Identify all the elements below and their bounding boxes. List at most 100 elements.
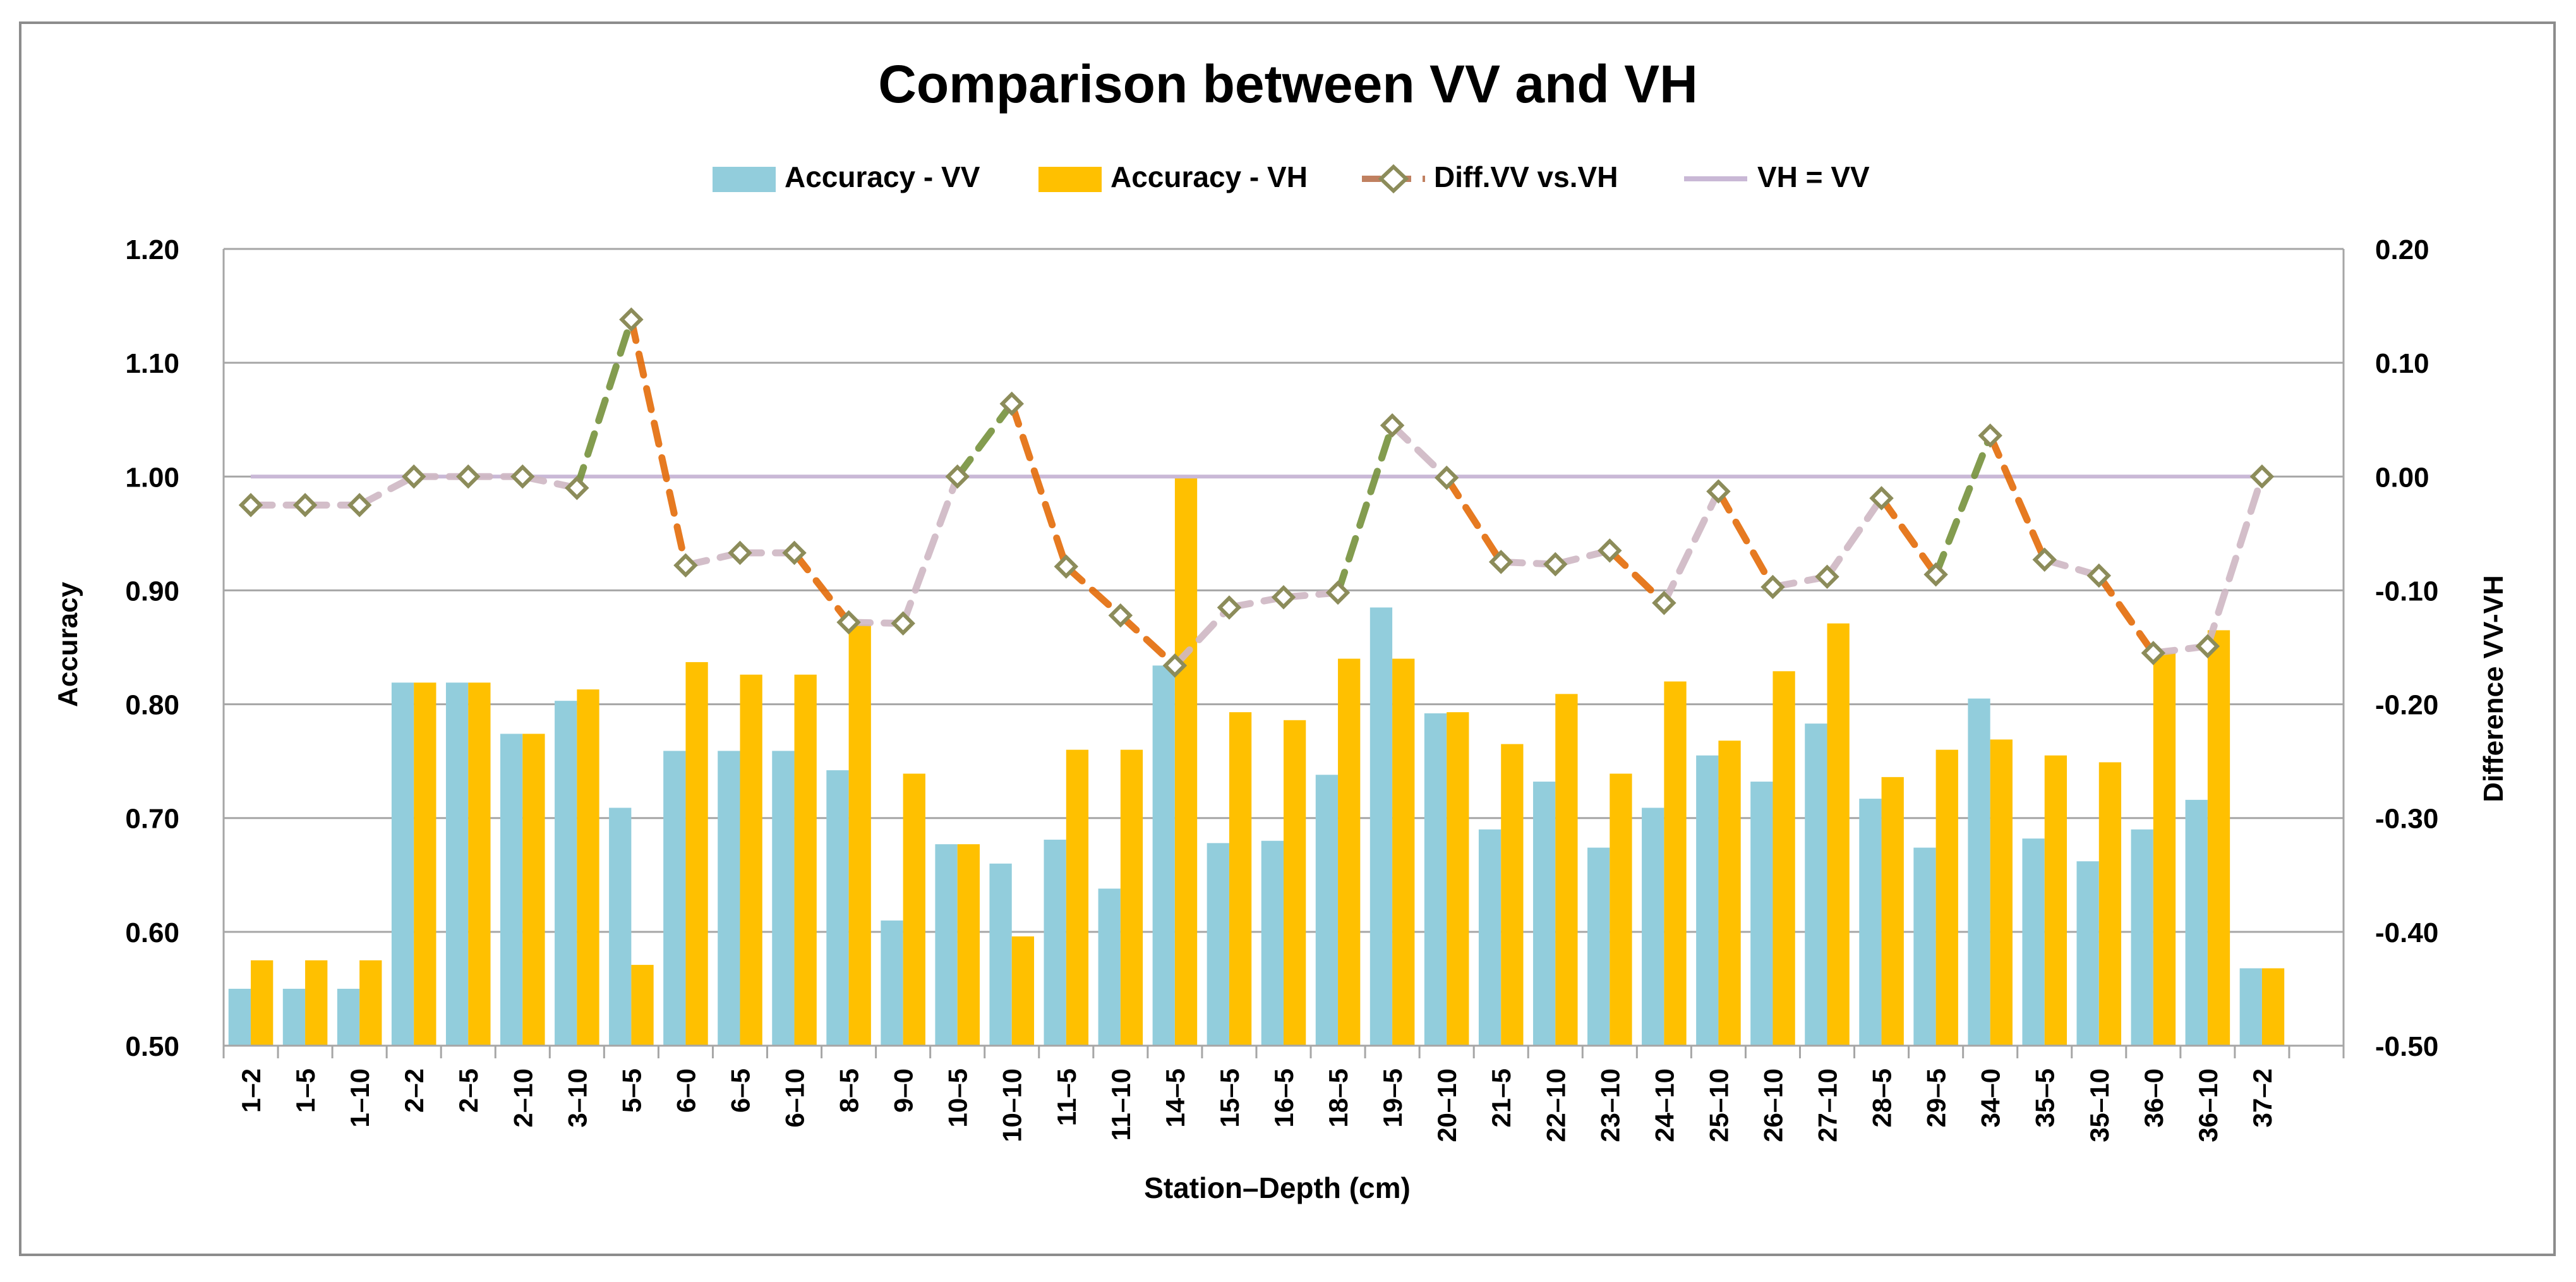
x-tick-label: 11–5: [1052, 1068, 1081, 1126]
x-tick-label: 37–2: [2248, 1068, 2277, 1127]
bar-vv: [500, 734, 523, 1046]
diff-marker: [836, 610, 861, 635]
y-tick-label-right: -0.30: [2375, 804, 2438, 835]
bar-vv: [445, 682, 469, 1046]
diff-marker: [401, 464, 426, 489]
y-tick-label-left: 0.90: [125, 576, 179, 607]
bar-vh: [359, 960, 382, 1046]
diff-line-segment: [1987, 432, 2049, 564]
diff-marker: [945, 464, 970, 489]
x-tick-label: 20–10: [1432, 1068, 1462, 1142]
y-tick-label-left: 0.60: [125, 917, 179, 948]
bar-vh: [848, 624, 871, 1046]
diff-line-segment: [2095, 572, 2157, 657]
bar-vv: [2076, 861, 2099, 1046]
bar-vv: [1424, 713, 1447, 1046]
x-tick-label: 11–10: [1106, 1068, 1136, 1140]
diff-line-segment: [1606, 547, 1668, 607]
x-tick-label: 2–2: [399, 1068, 429, 1113]
bar-vh: [1120, 749, 1143, 1046]
bar-vv: [1805, 723, 1827, 1046]
bar-vh: [1392, 658, 1415, 1046]
bar-vh: [740, 674, 762, 1046]
bar-vh: [1066, 749, 1089, 1046]
x-tick-label: 2–5: [454, 1068, 483, 1113]
x-tick-label: 15–5: [1215, 1068, 1244, 1127]
x-tick-label: 5–5: [617, 1068, 646, 1113]
x-tick-label: 26–10: [1758, 1068, 1788, 1142]
bar-vh: [2044, 755, 2067, 1046]
x-tick-label: 35–10: [2085, 1068, 2114, 1142]
bar-vv: [228, 988, 251, 1046]
bar-vh: [468, 682, 491, 1046]
x-tick-label: 14–5: [1160, 1068, 1190, 1127]
y-axis-left-label: Accuracy: [52, 581, 83, 707]
chart-title: Comparison between VV and VH: [878, 54, 1698, 114]
diff-marker: [1271, 584, 1296, 610]
y-tick-label-right: 0.10: [2375, 348, 2429, 379]
bar-vv: [555, 701, 577, 1046]
bar-vh: [2153, 653, 2176, 1046]
bar-vh: [1229, 712, 1252, 1046]
y-tick-label-left: 1.10: [125, 348, 179, 379]
bar-vh: [1773, 671, 1795, 1046]
y-tick-label-right: -0.40: [2375, 917, 2438, 948]
y-axis-right-label: Difference VV-VH: [2478, 575, 2509, 802]
diff-marker: [891, 611, 915, 636]
bar-vh: [577, 689, 599, 1046]
bar-vh: [2207, 630, 2230, 1046]
diff-marker: [2032, 547, 2057, 572]
bar-vh: [2098, 762, 2122, 1046]
x-tick-label: 34–0: [1976, 1068, 2006, 1127]
bar-vv: [1750, 782, 1773, 1046]
bar-vv: [1642, 807, 1664, 1046]
diff-line-segment: [1062, 563, 1124, 619]
x-tick-label: 21–5: [1486, 1068, 1516, 1127]
y-tick-label-right: -0.10: [2375, 576, 2438, 607]
axes: [222, 249, 2345, 1058]
x-tick-label: 1–5: [291, 1068, 320, 1113]
x-tick-label: 1–2: [236, 1068, 266, 1113]
bar-vh: [794, 674, 817, 1046]
diff-line-segment: [2204, 473, 2266, 650]
x-tick-label: 35–5: [2030, 1068, 2060, 1127]
legend-diff-label: Diff.VV vs.VH: [1434, 160, 1618, 193]
bar-vh: [1610, 773, 1632, 1046]
y-axis-left-ticks: 0.50 0.60 0.70 0.80 0.90 1.00 1.10 1.20: [125, 234, 179, 1062]
diff-line-segment: [1714, 488, 1776, 591]
bar-vv: [2185, 799, 2208, 1046]
diff-marker: [673, 553, 698, 578]
diff-line-segment: [573, 316, 635, 492]
diff-marker: [1923, 562, 1948, 587]
bar-vv: [1261, 840, 1284, 1046]
bar-vv: [1859, 799, 1882, 1046]
bars-vh: [251, 476, 2285, 1046]
bar-vv: [1315, 775, 1339, 1046]
bar-vv: [1369, 607, 1393, 1046]
y-tick-label-left: 0.80: [125, 690, 179, 721]
bar-vv: [1696, 755, 1719, 1046]
diff-line-layer: [238, 307, 2275, 678]
x-tick-label: 10–5: [943, 1068, 973, 1127]
diff-marker: [1978, 423, 2002, 448]
x-tick-label: 10–10: [997, 1068, 1027, 1142]
diff-marker: [2086, 563, 2112, 588]
diff-marker: [1325, 580, 1351, 605]
x-tick-label: 36–10: [2193, 1068, 2223, 1142]
bar-vh: [1555, 694, 1578, 1046]
legend-vv-label: Accuracy - VV: [785, 160, 980, 193]
diff-line-segment: [1171, 603, 1233, 669]
chart-border: [19, 21, 2556, 1256]
y-tick-label-right: -0.50: [2375, 1031, 2438, 1062]
bar-vv: [337, 988, 360, 1046]
bar-vv: [1587, 847, 1610, 1046]
bar-vv: [1532, 782, 1556, 1046]
y-tick-label-right: -0.20: [2375, 690, 2438, 721]
bar-vv: [1968, 698, 1990, 1046]
diff-marker: [1488, 550, 1514, 574]
x-tick-label: 16–5: [1269, 1068, 1299, 1127]
bar-vv: [935, 844, 958, 1046]
x-tick-label: 23–10: [1595, 1068, 1625, 1142]
bar-vh: [1881, 777, 1904, 1046]
